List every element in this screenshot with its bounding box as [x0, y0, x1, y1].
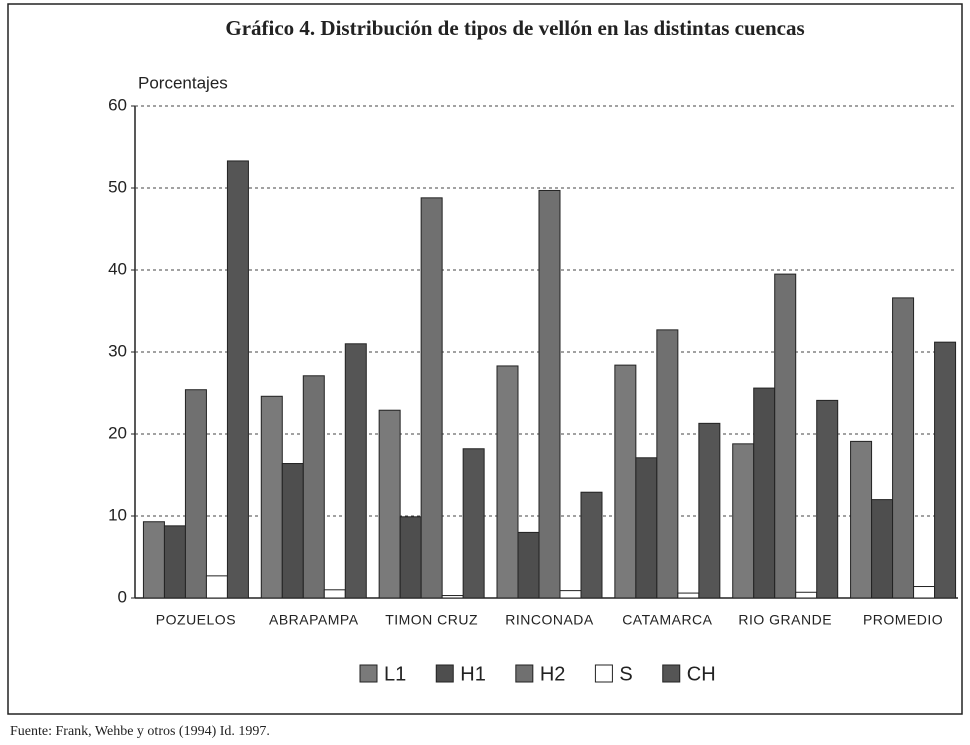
legend-label: H2 — [540, 663, 566, 685]
legend-swatch — [594, 664, 613, 683]
legend-swatch — [662, 664, 681, 683]
bar — [934, 341, 957, 599]
bar — [302, 375, 325, 599]
y-tick-label: 10 — [108, 505, 127, 524]
y-axis-label: Porcentajes — [138, 73, 228, 92]
y-tick-label: 30 — [108, 341, 127, 360]
x-tick-label: TIMON CRUZ — [385, 612, 478, 628]
bar — [559, 590, 582, 599]
bar — [205, 575, 228, 599]
x-tick-label: ABRAPAMPA — [269, 612, 359, 628]
bar — [698, 422, 721, 599]
bar — [344, 343, 367, 599]
chart-title: Gráfico 4. Distribución de tipos de vell… — [225, 16, 804, 40]
bar — [774, 273, 797, 599]
y-tick-label: 0 — [118, 587, 127, 606]
legend-label: CH — [687, 663, 716, 685]
bar — [850, 440, 873, 599]
legend-swatch — [435, 664, 454, 683]
legend-swatch — [515, 664, 534, 683]
bar — [496, 365, 519, 599]
bar — [441, 595, 464, 599]
bar — [399, 516, 422, 599]
bar — [614, 364, 637, 599]
x-tick-label: CATAMARCA — [622, 612, 712, 628]
bar — [892, 297, 915, 599]
legend-swatch — [359, 664, 378, 683]
y-tick-label: 20 — [108, 423, 127, 442]
bar — [732, 443, 755, 599]
source-note: Fuente: Frank, Wehbe y otros (1994) Id. … — [10, 724, 270, 739]
bar — [816, 399, 839, 599]
x-tick-label: POZUELOS — [156, 612, 236, 628]
x-tick-label: RINCONADA — [505, 612, 594, 628]
bar — [378, 409, 401, 599]
bar — [462, 448, 485, 599]
bar — [913, 586, 936, 599]
bar — [163, 525, 186, 599]
bar — [753, 387, 776, 599]
y-tick-label: 50 — [108, 177, 127, 196]
bar — [260, 395, 283, 599]
bar — [420, 197, 443, 599]
bar — [635, 457, 658, 599]
bar — [323, 589, 346, 599]
bar — [795, 591, 818, 599]
x-tick-label: RIO GRANDE — [738, 612, 832, 628]
bar — [538, 189, 561, 599]
bar — [677, 592, 700, 599]
y-tick-label: 60 — [108, 95, 127, 114]
legend-label: S — [619, 663, 632, 685]
bar — [226, 160, 249, 599]
bar — [184, 389, 207, 599]
legend-label: L1 — [384, 663, 406, 685]
legend-label: H1 — [460, 663, 486, 685]
bar — [281, 463, 304, 599]
x-tick-label: PROMEDIO — [863, 612, 943, 628]
bar — [580, 491, 603, 599]
y-tick-label: 40 — [108, 259, 127, 278]
bar — [142, 521, 165, 599]
bar — [517, 531, 540, 599]
bar — [656, 329, 679, 599]
bar — [871, 499, 894, 599]
frame — [7, 3, 963, 715]
